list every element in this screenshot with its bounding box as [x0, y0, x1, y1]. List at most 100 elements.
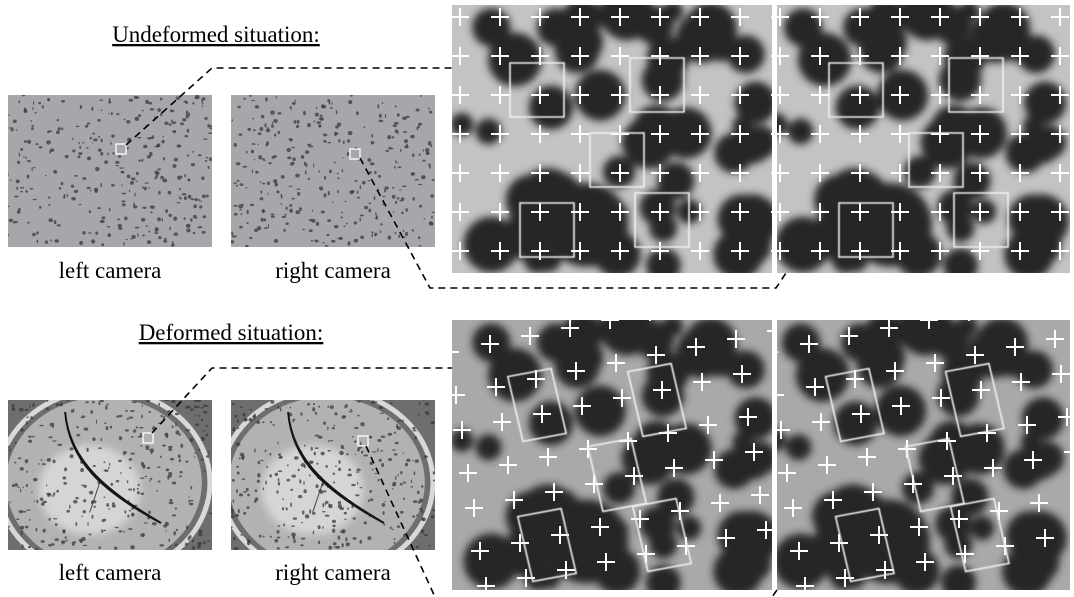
- speckle: [45, 175, 47, 176]
- speckle: [19, 153, 20, 157]
- speckle: [109, 463, 110, 466]
- speckle: [298, 469, 300, 471]
- speckle: [116, 113, 119, 115]
- speckle: [139, 427, 144, 429]
- speckle: [400, 511, 404, 514]
- speckle: [388, 147, 391, 150]
- speckle: [142, 158, 143, 162]
- speckle: [400, 471, 402, 474]
- speckle: [95, 167, 100, 171]
- speckle: [35, 143, 38, 145]
- speckle: [32, 403, 35, 407]
- speckle: [243, 418, 247, 422]
- speckle: [83, 485, 86, 488]
- camera-label: left camera: [59, 258, 162, 283]
- speckle: [240, 183, 244, 186]
- speckle: [422, 160, 425, 162]
- speckle: [337, 190, 339, 194]
- speckle: [302, 510, 304, 514]
- speckle: [145, 445, 149, 448]
- speckle: [146, 399, 150, 402]
- speckle: [104, 519, 106, 521]
- speckle: [202, 105, 204, 106]
- speckle: [424, 411, 428, 413]
- speckle: [87, 522, 88, 526]
- speckle: [117, 224, 121, 228]
- speckle: [176, 96, 180, 100]
- speckle: [16, 130, 18, 131]
- blob: [518, 168, 578, 228]
- speckle: [255, 489, 258, 492]
- speckle: [237, 106, 241, 109]
- speckle: [270, 536, 272, 538]
- speckle: [33, 478, 38, 482]
- speckle: [284, 214, 286, 216]
- speckle: [157, 143, 161, 147]
- speckle: [428, 141, 431, 145]
- speckle: [380, 230, 382, 233]
- speckle: [388, 236, 391, 240]
- speckle: [9, 126, 10, 129]
- speckle: [129, 99, 133, 102]
- speckle: [112, 505, 116, 508]
- speckle: [140, 445, 142, 447]
- speckle: [291, 198, 295, 199]
- speckle: [335, 133, 339, 135]
- speckle: [192, 102, 195, 104]
- speckle: [323, 421, 326, 424]
- speckle: [193, 215, 196, 218]
- speckle: [125, 429, 129, 431]
- speckle: [342, 169, 344, 172]
- blob: [970, 451, 993, 474]
- speckle: [7, 446, 10, 448]
- speckle: [394, 232, 396, 234]
- speckle: [159, 544, 164, 546]
- speckle: [66, 510, 70, 513]
- speckle: [187, 154, 189, 156]
- speckle: [239, 133, 243, 136]
- speckle: [206, 157, 209, 158]
- blob: [488, 33, 542, 87]
- speckle: [371, 400, 376, 404]
- speckle: [101, 138, 103, 142]
- blob: [943, 248, 978, 283]
- speckle: [395, 442, 399, 445]
- speckle: [55, 523, 58, 526]
- speckle: [410, 135, 414, 138]
- speckle: [155, 171, 159, 174]
- speckle: [15, 483, 19, 487]
- speckle: [315, 484, 318, 488]
- speckle: [292, 157, 295, 161]
- speckle: [394, 542, 396, 544]
- speckle: [26, 417, 29, 418]
- speckle: [99, 400, 104, 402]
- speckle: [322, 511, 325, 512]
- speckle: [145, 476, 148, 477]
- speckle: [273, 119, 278, 123]
- speckle: [80, 541, 83, 543]
- speckle: [367, 158, 371, 162]
- speckle: [195, 423, 199, 426]
- speckle: [278, 457, 282, 459]
- speckle: [392, 483, 396, 486]
- speckle: [42, 501, 47, 503]
- speckle: [175, 543, 177, 546]
- speckle: [19, 408, 23, 412]
- speckle: [289, 209, 293, 213]
- speckle: [84, 428, 89, 431]
- speckle: [328, 191, 330, 195]
- speckle: [71, 185, 74, 188]
- speckle: [405, 232, 408, 236]
- speckle: [322, 242, 325, 243]
- speckle: [200, 201, 202, 203]
- speckle: [230, 240, 234, 243]
- speckle: [294, 456, 299, 460]
- speckle: [18, 100, 20, 103]
- speckle: [81, 537, 85, 541]
- speckle: [131, 177, 136, 180]
- speckle: [131, 436, 133, 438]
- speckle: [375, 473, 378, 474]
- speckle: [166, 434, 168, 438]
- speckle: [199, 205, 202, 208]
- speckle: [307, 144, 311, 146]
